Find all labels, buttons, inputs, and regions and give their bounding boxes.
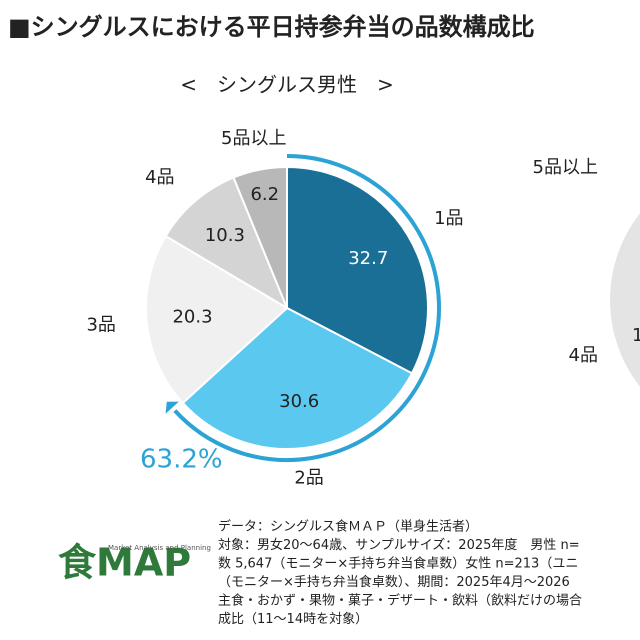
highlight-arc bbox=[173, 154, 441, 462]
value-label: 32.7 bbox=[348, 248, 388, 269]
clipped-label: 4品 bbox=[569, 345, 598, 366]
pie-slice bbox=[232, 165, 288, 309]
clipped-label: 1 bbox=[632, 325, 640, 346]
value-label: 6.2 bbox=[250, 184, 279, 205]
value-label: 20.3 bbox=[172, 307, 212, 328]
category-label: 3品 bbox=[86, 315, 115, 336]
pie-slice bbox=[181, 306, 414, 450]
footnote: データ：シングルス食ＭＡＰ（単身生活者） 対象：男女20～64歳、サンプルサイズ：… bbox=[218, 519, 582, 628]
chart-subtitle: < シングルス男性 > bbox=[180, 73, 394, 97]
category-label: 5品以上 bbox=[221, 128, 286, 149]
value-label: 30.6 bbox=[279, 391, 319, 412]
chart-title: ■シングルスにおける平日持参弁当の品数構成比 bbox=[8, 13, 535, 41]
clipped-label: 5品以上 bbox=[533, 157, 598, 178]
logo: 食MAP bbox=[58, 541, 191, 585]
category-label: 2品 bbox=[294, 468, 323, 489]
highlight-arrowhead bbox=[165, 401, 179, 414]
footnote-line: データ：シングルス食ＭＡＰ（単身生活者） bbox=[218, 519, 478, 535]
value-label: 10.3 bbox=[205, 225, 245, 246]
footnote-line: 対象：男女20～64歳、サンプルサイズ：2025年度 男性 n= bbox=[218, 537, 580, 553]
footnote-line: 成比（11～14時を対象） bbox=[218, 612, 368, 627]
clipped-pie bbox=[610, 213, 640, 387]
pie-slice bbox=[145, 234, 289, 405]
highlight-label: 63.2% bbox=[140, 445, 223, 475]
footnote-line: 数 5,647（モニター×手持ち弁当食卓数）女性 n=213（ユニ bbox=[218, 556, 578, 572]
pie-slice bbox=[164, 176, 290, 311]
pie-slice bbox=[286, 165, 429, 375]
logo-tagline: Market Analysis and Planning bbox=[108, 544, 211, 552]
footnote-line: 主食・おかず・果物・菓子・デザート・飲料（飲料だけの場合 bbox=[218, 593, 582, 609]
footnote-line: （モニター×手持ち弁当食卓数）、期間：2025年4月～2026 bbox=[218, 574, 570, 590]
category-label: 1品 bbox=[434, 208, 463, 229]
category-label: 4品 bbox=[145, 167, 174, 188]
